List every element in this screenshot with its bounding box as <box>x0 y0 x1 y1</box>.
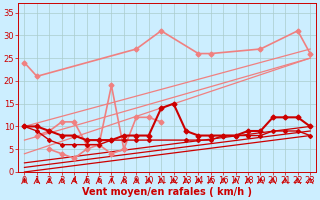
X-axis label: Vent moyen/en rafales ( km/h ): Vent moyen/en rafales ( km/h ) <box>82 187 252 197</box>
